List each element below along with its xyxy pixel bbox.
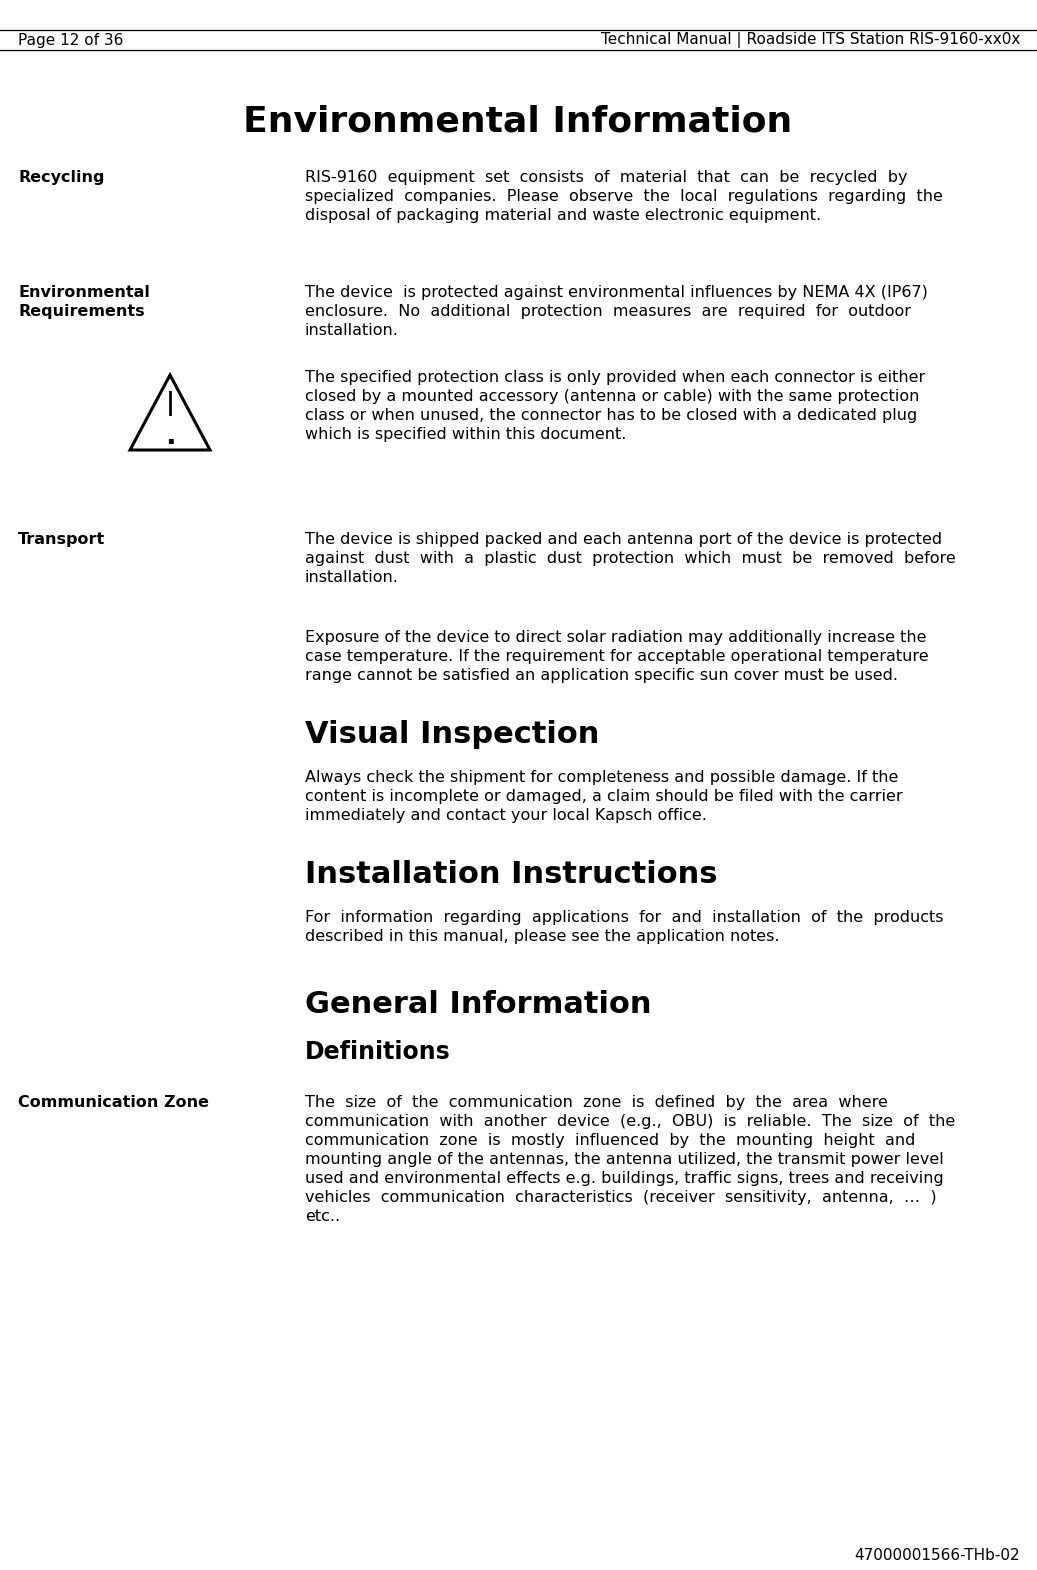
Text: case temperature. If the requirement for acceptable operational temperature: case temperature. If the requirement for… [305, 648, 928, 664]
Text: etc..: etc.. [305, 1209, 340, 1225]
Text: specialized  companies.  Please  observe  the  local  regulations  regarding  th: specialized companies. Please observe th… [305, 188, 943, 204]
Text: Exposure of the device to direct solar radiation may additionally increase the: Exposure of the device to direct solar r… [305, 630, 926, 645]
Text: Requirements: Requirements [18, 305, 144, 319]
Text: communication  with  another  device  (e.g.,  OBU)  is  reliable.  The  size  of: communication with another device (e.g.,… [305, 1115, 955, 1129]
Text: Recycling: Recycling [18, 170, 105, 185]
Text: Environmental Information: Environmental Information [244, 105, 792, 140]
Text: Always check the shipment for completeness and possible damage. If the: Always check the shipment for completene… [305, 769, 898, 785]
Text: installation.: installation. [305, 323, 399, 338]
Text: The specified protection class is only provided when each connector is either: The specified protection class is only p… [305, 371, 925, 385]
Text: content is incomplete or damaged, a claim should be filed with the carrier: content is incomplete or damaged, a clai… [305, 790, 902, 804]
Text: For  information  regarding  applications  for  and  installation  of  the  prod: For information regarding applications f… [305, 911, 944, 925]
Text: The device is shipped packed and each antenna port of the device is protected: The device is shipped packed and each an… [305, 532, 943, 546]
Text: 47000001566-THb-02: 47000001566-THb-02 [854, 1548, 1020, 1564]
Text: communication  zone  is  mostly  influenced  by  the  mounting  height  and: communication zone is mostly influenced … [305, 1134, 916, 1148]
Text: which is specified within this document.: which is specified within this document. [305, 427, 626, 443]
Text: Installation Instructions: Installation Instructions [305, 860, 718, 889]
Text: Communication Zone: Communication Zone [18, 1094, 209, 1110]
Text: vehicles  communication  characteristics  (receiver  sensitivity,  antenna,  …  : vehicles communication characteristics (… [305, 1190, 936, 1206]
Text: .: . [165, 422, 175, 451]
Text: Transport: Transport [18, 532, 105, 546]
Text: enclosure.  No  additional  protection  measures  are  required  for  outdoor: enclosure. No additional protection meas… [305, 305, 910, 319]
Text: described in this manual, please see the application notes.: described in this manual, please see the… [305, 929, 780, 944]
Text: The device  is protected against environmental influences by NEMA 4X (IP67): The device is protected against environm… [305, 286, 928, 300]
Text: |: | [166, 391, 174, 416]
Text: RIS-9160  equipment  set  consists  of  material  that  can  be  recycled  by: RIS-9160 equipment set consists of mater… [305, 170, 907, 185]
Text: used and environmental effects e.g. buildings, traffic signs, trees and receivin: used and environmental effects e.g. buil… [305, 1171, 944, 1185]
Text: Definitions: Definitions [305, 1039, 451, 1064]
Text: Page 12 of 36: Page 12 of 36 [18, 33, 123, 47]
Text: Visual Inspection: Visual Inspection [305, 721, 599, 749]
Text: Technical Manual | Roadside ITS Station RIS-9160-xx0x: Technical Manual | Roadside ITS Station … [600, 31, 1020, 49]
Text: Environmental: Environmental [18, 286, 150, 300]
Text: General Information: General Information [305, 991, 651, 1019]
Text: against  dust  with  a  plastic  dust  protection  which  must  be  removed  bef: against dust with a plastic dust protect… [305, 551, 956, 567]
Text: class or when unused, the connector has to be closed with a dedicated plug: class or when unused, the connector has … [305, 408, 918, 422]
Text: immediately and contact your local Kapsch office.: immediately and contact your local Kapsc… [305, 809, 707, 823]
Text: closed by a mounted accessory (antenna or cable) with the same protection: closed by a mounted accessory (antenna o… [305, 389, 920, 403]
Text: The  size  of  the  communication  zone  is  defined  by  the  area  where: The size of the communication zone is de… [305, 1094, 888, 1110]
Text: installation.: installation. [305, 570, 399, 586]
Text: mounting angle of the antennas, the antenna utilized, the transmit power level: mounting angle of the antennas, the ante… [305, 1152, 944, 1167]
Text: disposal of packaging material and waste electronic equipment.: disposal of packaging material and waste… [305, 207, 821, 223]
Text: range cannot be satisfied an application specific sun cover must be used.: range cannot be satisfied an application… [305, 667, 898, 683]
